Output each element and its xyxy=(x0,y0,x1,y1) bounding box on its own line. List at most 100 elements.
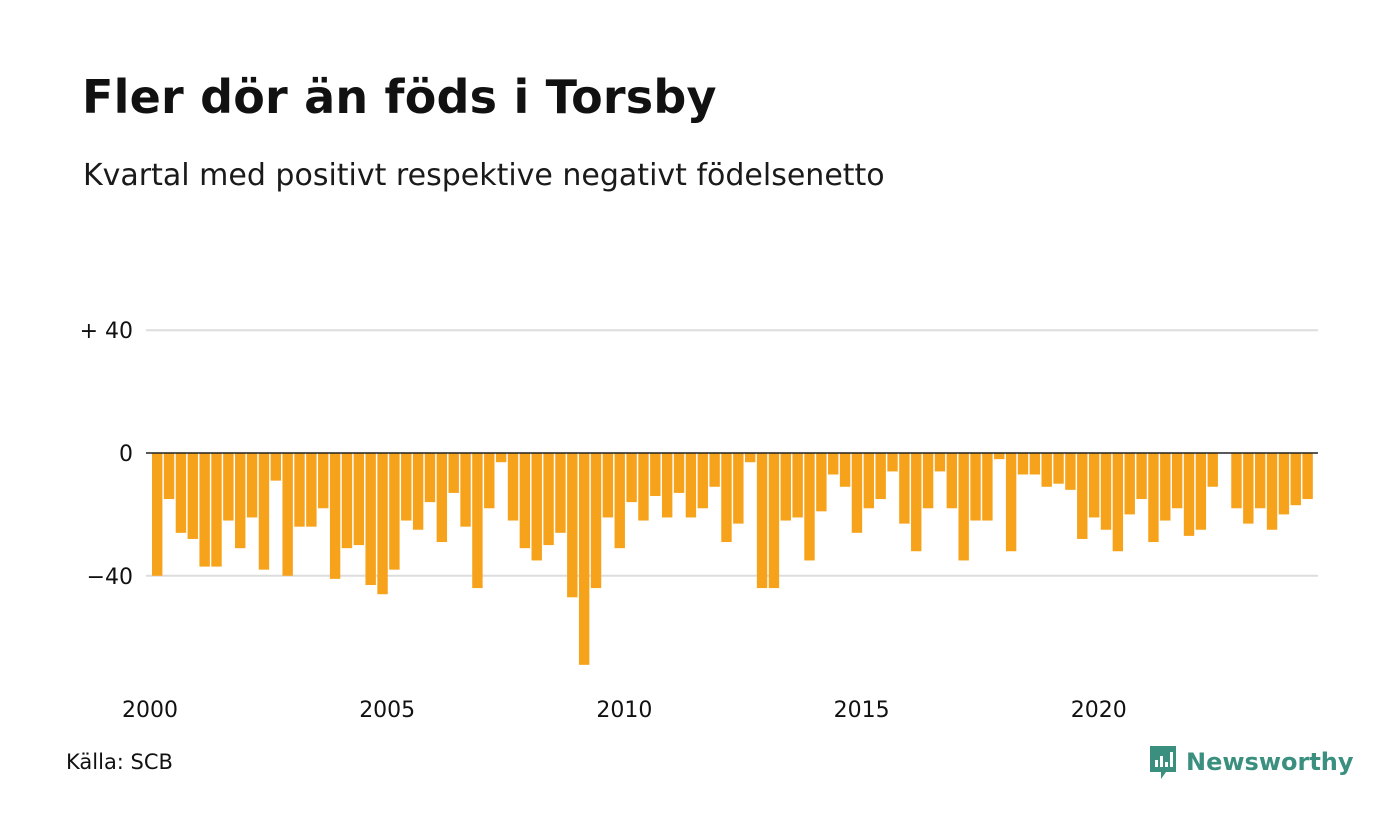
bar xyxy=(709,453,720,487)
bar xyxy=(697,453,708,509)
bar xyxy=(780,453,791,521)
bar xyxy=(1100,453,1112,530)
bar xyxy=(484,453,495,509)
bar xyxy=(306,453,317,527)
bar xyxy=(1088,453,1100,518)
bar xyxy=(792,453,803,518)
bar xyxy=(1171,453,1183,509)
axes: + 40 0 −40 2000 2005 2010 2015 2020 xyxy=(80,319,1318,723)
bar xyxy=(851,453,863,533)
chart-title: Fler dör än föds i Torsby xyxy=(82,70,717,124)
bar xyxy=(353,453,365,546)
bar xyxy=(507,453,519,521)
x-tick-label: 2020 xyxy=(1071,698,1127,723)
bar xyxy=(816,453,827,512)
bar xyxy=(982,453,993,521)
bar xyxy=(436,453,448,543)
bar xyxy=(1065,453,1076,490)
bar xyxy=(1254,453,1266,509)
bar xyxy=(175,453,187,533)
brand-logo: Newsworthy xyxy=(1148,742,1354,782)
bar xyxy=(258,453,270,570)
bar xyxy=(1266,453,1278,530)
bar xyxy=(1124,453,1135,515)
bar xyxy=(1243,453,1254,524)
bar xyxy=(756,453,768,589)
bar xyxy=(1136,453,1147,500)
bar xyxy=(1017,453,1029,475)
bar xyxy=(804,453,815,561)
bar xyxy=(650,453,661,496)
bar xyxy=(223,453,234,521)
bar xyxy=(1077,453,1088,539)
bar xyxy=(863,453,874,509)
bar xyxy=(1041,453,1052,487)
bar xyxy=(401,453,412,521)
bar xyxy=(1231,453,1242,509)
bar xyxy=(1160,453,1171,521)
x-tick-label: 2005 xyxy=(359,698,415,723)
bar xyxy=(875,453,886,500)
grid-lines xyxy=(146,329,1318,577)
bar xyxy=(970,453,981,521)
bar xyxy=(768,453,780,589)
bar xyxy=(638,453,649,521)
bar xyxy=(673,453,685,493)
bar xyxy=(495,453,507,463)
bar xyxy=(661,453,673,518)
bar xyxy=(590,453,602,589)
bar xyxy=(412,453,424,530)
bar xyxy=(1207,453,1218,487)
source-note: Källa: SCB xyxy=(66,750,173,774)
bar xyxy=(1290,453,1301,506)
bar xyxy=(543,453,554,546)
bar xyxy=(828,453,839,475)
bar xyxy=(602,453,614,518)
bar xyxy=(1302,453,1313,500)
bar xyxy=(946,453,958,509)
bar xyxy=(911,453,922,552)
bar xyxy=(531,453,542,561)
x-tick-label: 2015 xyxy=(834,698,890,723)
bar xyxy=(270,453,281,481)
bar xyxy=(246,453,258,518)
bar xyxy=(887,453,898,472)
bar xyxy=(472,453,483,589)
bar xyxy=(567,453,578,598)
bar xyxy=(685,453,697,518)
bar xyxy=(163,453,175,500)
chart-subtitle: Kvartal med positivt respektive negativt… xyxy=(83,158,885,193)
bar xyxy=(922,453,934,509)
y-tick-label: + 40 xyxy=(80,319,133,344)
bar xyxy=(614,453,625,549)
bar xyxy=(187,453,198,539)
bar xyxy=(733,453,744,524)
bar xyxy=(578,453,590,665)
bar xyxy=(341,453,353,549)
bar xyxy=(1029,453,1041,475)
x-tick-label: 2010 xyxy=(596,698,652,723)
bar xyxy=(994,453,1005,460)
bar xyxy=(1053,453,1064,484)
bar xyxy=(424,453,436,503)
bar xyxy=(1112,453,1124,552)
bar xyxy=(745,453,756,463)
bar xyxy=(958,453,969,561)
bar xyxy=(626,453,637,503)
bar xyxy=(1278,453,1290,515)
y-tick-label: −40 xyxy=(87,565,133,590)
bar xyxy=(555,453,566,533)
y-tick-label: 0 xyxy=(119,442,133,467)
bar xyxy=(1005,453,1017,552)
x-tick-label: 2000 xyxy=(122,698,178,723)
bar xyxy=(721,453,732,543)
bar xyxy=(152,453,163,576)
bar xyxy=(460,453,471,527)
bars xyxy=(152,453,1313,665)
bar xyxy=(1195,453,1207,530)
bar xyxy=(377,453,388,595)
bar xyxy=(199,453,210,567)
bar xyxy=(211,453,222,567)
bar xyxy=(899,453,910,524)
